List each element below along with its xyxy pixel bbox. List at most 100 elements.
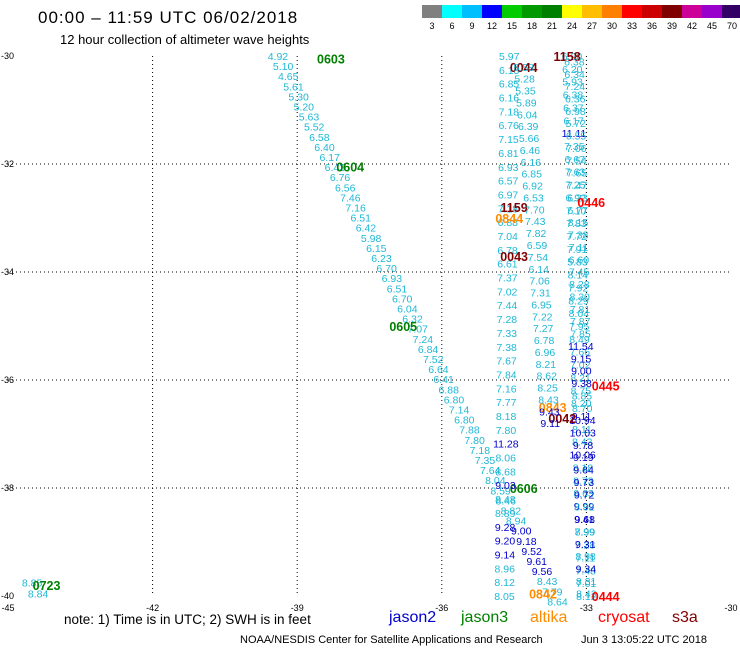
swh-value: 7.27 (533, 323, 554, 335)
legend-color-box (642, 5, 662, 18)
swh-value: 7.18 (470, 445, 491, 457)
swh-value: 9.34 (576, 564, 597, 576)
swh-value: 9.00 (571, 366, 592, 378)
swh-value: 7.88 (459, 425, 480, 437)
footer-note: note: 1) Time is in UTC; 2) SWH is in fe… (64, 612, 311, 627)
swh-value: 7.31 (530, 288, 551, 300)
swh-value: 7.37 (497, 273, 518, 285)
swh-value: 6.78 (497, 245, 518, 257)
swh-value: 9.31 (575, 539, 596, 551)
swh-value: 8.92 (574, 502, 595, 514)
pass-time-label: 0444 (592, 590, 620, 604)
swh-value: 7.72 (567, 231, 588, 243)
swh-value: 8.43 (538, 394, 559, 406)
swh-value: 9.43 (539, 406, 560, 418)
swh-value: 6.32 (402, 314, 423, 326)
swh-value: 6.38 (563, 90, 584, 102)
swh-value: 8.43 (537, 576, 558, 588)
legend-swatch: 18 (522, 5, 542, 31)
swh-value: 8.29 (568, 295, 589, 307)
swh-value: 9.41 (574, 514, 595, 526)
swh-value: 6.20 (562, 64, 583, 76)
swh-value: 7.02 (570, 360, 591, 372)
swh-value: 8.85 (22, 578, 43, 590)
swh-value: 7.70 (524, 204, 545, 216)
legend-color-box (582, 5, 602, 18)
swh-value: 7.18 (498, 203, 519, 215)
swh-value: 7.38 (496, 342, 517, 354)
swh-value: 8.85 (572, 390, 593, 402)
swh-value: 7.06 (566, 143, 587, 155)
swh-value: 7.67 (496, 356, 517, 368)
swh-value: 6.42 (356, 223, 377, 235)
swh-value: 7.15 (498, 134, 519, 146)
x-tick-label: -39 (291, 603, 304, 613)
swh-value: 7.83 (566, 218, 587, 230)
swh-value: 6.15 (366, 243, 387, 255)
swh-value: 7.77 (496, 397, 517, 409)
swh-value: 7.80 (496, 425, 517, 437)
swh-value: 8.99 (575, 526, 596, 538)
swh-value: 6.80 (444, 394, 465, 406)
y-tick-label: -38 (1, 483, 14, 493)
swh-value: 7.04 (497, 231, 518, 243)
legend-swatch: 3 (422, 5, 442, 31)
y-tick-label: -32 (1, 159, 14, 169)
legend-jason3: jason3 (461, 609, 509, 626)
swh-value: 6.93 (498, 162, 519, 174)
swh-value: 6.70 (392, 293, 413, 305)
swh-value: 6.16 (521, 157, 542, 169)
swh-value: 9.15 (571, 353, 592, 365)
swh-value: 8.63 (573, 488, 594, 500)
swh-value: 8.75 (571, 385, 592, 397)
pass-time-label: 1158 (554, 50, 581, 64)
legend-cryosat: cryosat (598, 609, 650, 626)
swh-value: 5.35 (515, 86, 536, 98)
swh-value: 5.52 (304, 122, 325, 134)
swh-value: 7.24 (565, 81, 586, 93)
swh-value: 7.38 (568, 230, 589, 242)
swh-value: 7.80 (464, 435, 485, 447)
swh-value: 7.81 (570, 304, 591, 316)
swh-value: 6.04 (517, 109, 538, 121)
swh-value: 6.59 (527, 240, 548, 252)
swh-value: 8.18 (496, 411, 517, 423)
swh-value: 6.64 (428, 364, 449, 376)
swh-value: 11.54 (568, 341, 594, 353)
pass-time-label: 0603 (317, 53, 345, 67)
legend-swatch: 45 (702, 5, 722, 31)
pass-time-label: 0446 (577, 196, 605, 210)
legend-altika: altika (530, 609, 568, 626)
swh-value: 5.20 (294, 102, 315, 114)
swh-value: 8.59 (490, 485, 511, 497)
swh-value: 9.00 (511, 526, 532, 538)
legend-swatch: 42 (682, 5, 702, 31)
swh-value: 7.85 (570, 329, 591, 341)
x-tick-label: -36 (435, 603, 448, 613)
swh-value: 6.39 (518, 121, 539, 133)
legend-label: 36 (646, 21, 657, 31)
swh-value: 6.78 (534, 335, 555, 347)
swh-value: 6.14 (529, 264, 550, 276)
pass-time-label: 0604 (336, 161, 364, 175)
swh-value: 8.12 (576, 591, 597, 603)
legend-color-box (682, 5, 702, 18)
swh-value: 8.73 (573, 475, 594, 487)
swh-value: 7.28 (575, 540, 596, 552)
swh-value: 7.95 (569, 321, 590, 333)
swh-value: 6.92 (566, 192, 587, 204)
swh-value: 10.06 (569, 450, 595, 462)
swh-value: 8.68 (495, 466, 516, 478)
swh-value: 8.42 (576, 588, 597, 600)
swh-value: 6.36 (565, 94, 586, 106)
swh-value: 7.45 (569, 267, 590, 279)
legend-label: 24 (566, 21, 577, 31)
swh-value: 7.22 (532, 311, 553, 323)
legend-color-box (562, 5, 582, 18)
legend-swatch: 39 (662, 5, 682, 31)
swh-value: 7.16 (496, 383, 517, 395)
legend-label: 21 (546, 21, 557, 31)
swh-value: 7.07 (407, 324, 428, 336)
swh-value: 6.57 (498, 176, 519, 188)
